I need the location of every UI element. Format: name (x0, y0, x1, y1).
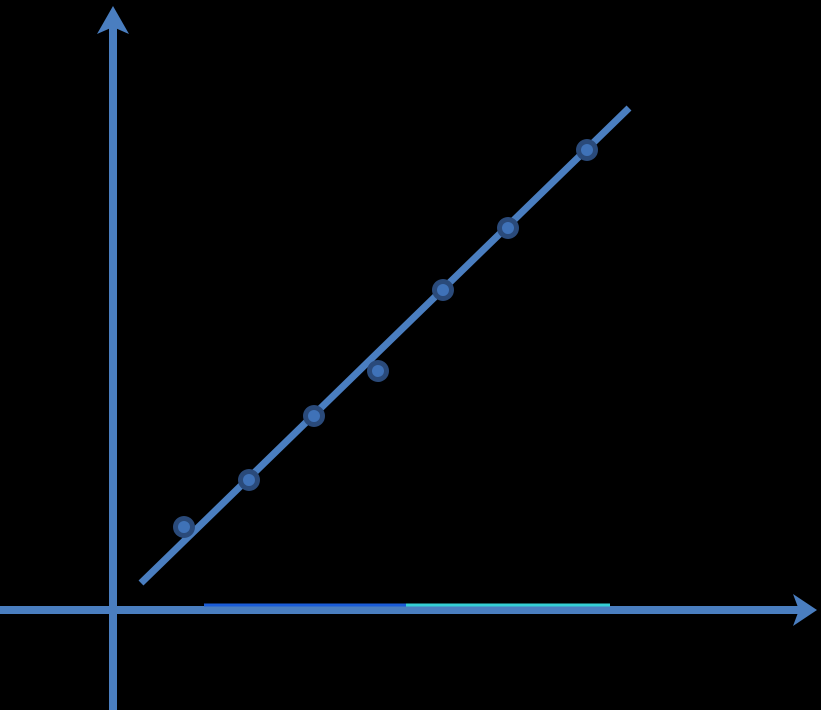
data-point-marker[interactable] (367, 360, 389, 382)
marker-inner-dot (372, 365, 384, 377)
data-point-marker[interactable] (238, 469, 260, 491)
marker-inner-dot (308, 410, 320, 422)
up-arrow-icon (97, 6, 129, 34)
marker-inner-dot (581, 144, 593, 156)
data-point-marker[interactable] (303, 405, 325, 427)
data-point-marker[interactable] (497, 217, 519, 239)
marker-inner-dot (502, 222, 514, 234)
marker-inner-dot (178, 521, 190, 533)
data-point-marker[interactable] (173, 516, 195, 538)
right-arrow-icon (793, 594, 817, 626)
data-point-group (173, 139, 598, 538)
data-point-marker[interactable] (432, 279, 454, 301)
marker-inner-dot (437, 284, 449, 296)
data-point-marker[interactable] (576, 139, 598, 161)
marker-inner-dot (243, 474, 255, 486)
trend-line (138, 105, 632, 586)
